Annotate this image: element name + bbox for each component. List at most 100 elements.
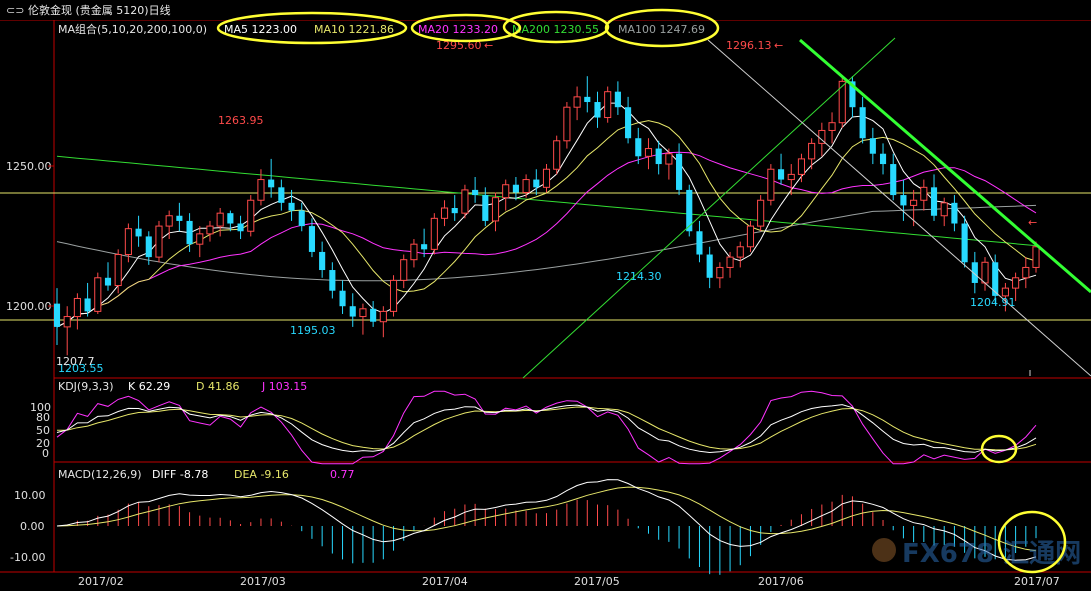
highlight-kdj-cross bbox=[980, 434, 1018, 464]
candle-body-down bbox=[869, 138, 876, 154]
ma100-line bbox=[56, 204, 1037, 282]
candle-body-down bbox=[237, 223, 244, 232]
chart-title: 伦敦金现 (贵金属 5120)日线 bbox=[28, 3, 171, 17]
kdj-tick-0: 0 bbox=[42, 447, 49, 460]
candle-body-down bbox=[930, 187, 938, 216]
candle-body-down bbox=[655, 148, 662, 165]
kdj-panel: KDJ(9,3,3) K 62.29 D 41.86 J 103.15 100 … bbox=[30, 380, 1037, 465]
candle-body-up bbox=[114, 254, 122, 287]
candle-body-down bbox=[104, 277, 112, 286]
price-annotations: 1203.55 1207.7 1263.95 1195.03 1295.60 ←… bbox=[56, 39, 1037, 375]
kdj-tick-20: 20 bbox=[36, 437, 50, 450]
high-apr-arrow: ← bbox=[484, 39, 493, 52]
highlight-ma200 bbox=[502, 10, 610, 44]
watermark-text: FX678 汇通网 bbox=[902, 539, 1081, 569]
kdj-j-line bbox=[56, 390, 1037, 465]
candles bbox=[53, 76, 1040, 356]
high-jun-arrow: ← bbox=[774, 39, 783, 52]
candle-body-down bbox=[961, 223, 968, 263]
uptrend-line bbox=[522, 37, 896, 379]
ma10-value: MA10 1221.86 bbox=[314, 23, 394, 36]
macd-tick-0: 0.00 bbox=[20, 520, 45, 533]
kdj-k-line bbox=[56, 404, 1037, 454]
candle-body-down bbox=[614, 91, 621, 108]
low-may-label: 1214.30 bbox=[616, 270, 662, 283]
moving-average-lines bbox=[56, 102, 1037, 328]
candle-body-up bbox=[389, 279, 398, 312]
candle-body-down bbox=[186, 220, 193, 245]
candle-body-down bbox=[533, 179, 540, 188]
macd-dea-value: DEA -9.16 bbox=[234, 468, 289, 481]
candle-body-down bbox=[686, 189, 693, 232]
candle-body-up bbox=[1001, 287, 1009, 297]
candle-body-down bbox=[890, 164, 897, 196]
watermark: FX678 汇通网 bbox=[872, 538, 1081, 569]
candle-body-down bbox=[308, 226, 316, 252]
candle-body-up bbox=[797, 158, 806, 175]
candle-body-up bbox=[767, 168, 775, 201]
candle-body-up bbox=[1012, 277, 1020, 289]
candle-body-up bbox=[491, 197, 500, 222]
candle-body-up bbox=[757, 199, 765, 227]
macd-tick-neg10: -10.00 bbox=[10, 551, 45, 564]
candle-body-up bbox=[379, 310, 387, 323]
candle-body-down bbox=[329, 270, 336, 291]
candle-body-up bbox=[828, 122, 836, 131]
kdj-k-value: K 62.29 bbox=[128, 380, 170, 393]
candle-body-down bbox=[594, 102, 601, 118]
candle-body-down bbox=[676, 153, 683, 190]
candle-body-up bbox=[359, 308, 367, 318]
kdj-j-value: J 103.15 bbox=[261, 380, 307, 393]
candle-body-up bbox=[247, 199, 255, 232]
ma100-value: MA100 1247.69 bbox=[618, 23, 705, 36]
candle-body-down bbox=[859, 107, 866, 139]
candle-body-down bbox=[900, 195, 907, 206]
candle-body-up bbox=[94, 277, 102, 312]
candle-body-up bbox=[165, 215, 173, 227]
candle-body-up bbox=[73, 297, 81, 318]
candle-body-up bbox=[257, 179, 265, 201]
candle-body-up bbox=[400, 259, 408, 281]
highlight-ma100 bbox=[604, 8, 720, 48]
macd-diff-line bbox=[56, 479, 1037, 561]
ma5-value: MA5 1223.00 bbox=[224, 23, 297, 36]
macd-histogram-and-lines bbox=[56, 479, 1037, 575]
kdj-tick-100: 100 bbox=[30, 401, 51, 414]
kdj-d-line bbox=[56, 406, 1037, 451]
candle-body-up bbox=[920, 186, 928, 201]
candle-body-down bbox=[268, 179, 275, 188]
candle-body-up bbox=[124, 228, 132, 256]
candle-body-down bbox=[971, 262, 978, 283]
candle-body-up bbox=[502, 184, 510, 199]
x-tick-may: 2017/05 bbox=[574, 575, 620, 588]
candle-body-down bbox=[706, 254, 713, 278]
candle-body-up bbox=[155, 225, 163, 258]
candle-body-up bbox=[940, 202, 948, 217]
candle-body-down bbox=[227, 213, 234, 224]
ma-legend-label: MA组合(5,10,20,200,100,0) bbox=[58, 22, 207, 36]
candle-body-up bbox=[981, 261, 989, 284]
candle-body-up bbox=[665, 153, 673, 165]
candle-body-down bbox=[288, 202, 295, 211]
macd-dea-line bbox=[56, 486, 1037, 552]
ma5-line bbox=[56, 102, 1037, 328]
candle-body-down bbox=[951, 202, 958, 224]
channel-line-lower bbox=[707, 39, 1091, 377]
kdj-tick-80: 80 bbox=[36, 411, 50, 424]
high-feb-label: 1263.95 bbox=[218, 114, 264, 127]
current-arrow: ← bbox=[1028, 216, 1037, 229]
x-tick-jul: 2017/07 bbox=[1014, 575, 1060, 588]
candle-body-down bbox=[421, 244, 428, 250]
candle-body-up bbox=[573, 96, 581, 108]
low-feb-top-label: 1207.7 bbox=[56, 355, 95, 368]
candle-body-up bbox=[604, 91, 612, 119]
candle-body-down bbox=[696, 231, 703, 255]
trend-lines bbox=[522, 37, 1091, 379]
x-axis-ticks: 2017/02 2017/03 2017/04 2017/05 2017/06 … bbox=[78, 575, 1060, 588]
ma10-line bbox=[56, 120, 1037, 328]
highlight-ma5-ma10 bbox=[216, 11, 408, 45]
candle-body-down bbox=[482, 195, 489, 221]
low-jul-label: 1204.91 bbox=[970, 296, 1016, 309]
x-tick-mar: 2017/03 bbox=[240, 575, 286, 588]
